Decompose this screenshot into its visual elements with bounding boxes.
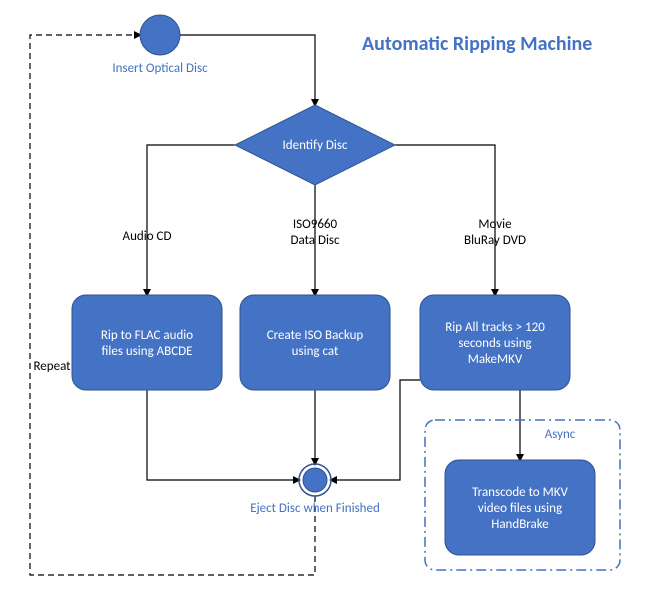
- edge-label-movie-1: Movie: [478, 217, 511, 232]
- edge-label-iso-1: ISO9660: [293, 217, 338, 232]
- transcode-line3: HandBrake: [491, 517, 549, 532]
- edge-label-audio: Audio CD: [123, 229, 172, 244]
- eject-inner: [303, 468, 327, 492]
- transcode-line1: Transcode to MKV: [472, 485, 568, 500]
- edge-movie-eject: [331, 380, 420, 480]
- async-label: Async: [545, 427, 576, 442]
- iso-line2: using cat: [292, 344, 339, 359]
- edge-label-repeat: Repeat: [33, 359, 71, 374]
- edge-label-iso-2: Data Disc: [290, 233, 340, 248]
- flowchart-canvas: Automatic Ripping Machine Async Insert O…: [0, 0, 645, 591]
- movie-line3: MakeMKV: [468, 352, 523, 367]
- movie-line2: seconds using: [458, 336, 531, 351]
- identify-text: Identify Disc: [283, 138, 348, 153]
- edge-audio-eject: [147, 390, 299, 480]
- audio-line1: Rip to FLAC audio: [101, 328, 193, 343]
- iso-line1: Create ISO Backup: [267, 328, 364, 343]
- audio-line2: files using ABCDE: [101, 344, 192, 359]
- movie-line1: Rip All tracks > 120: [445, 320, 545, 335]
- edge-label-movie-2: BluRay DVD: [464, 233, 526, 248]
- start-label: Insert Optical Disc: [112, 61, 208, 76]
- diagram-title: Automatic Ripping Machine: [362, 32, 592, 56]
- arrowheads: [134, 31, 524, 484]
- transcode-line2: video files using: [478, 501, 562, 516]
- eject-label: Eject Disc when Finished: [250, 501, 380, 516]
- start-node: [140, 15, 180, 55]
- edge-identify-audio: [147, 145, 235, 295]
